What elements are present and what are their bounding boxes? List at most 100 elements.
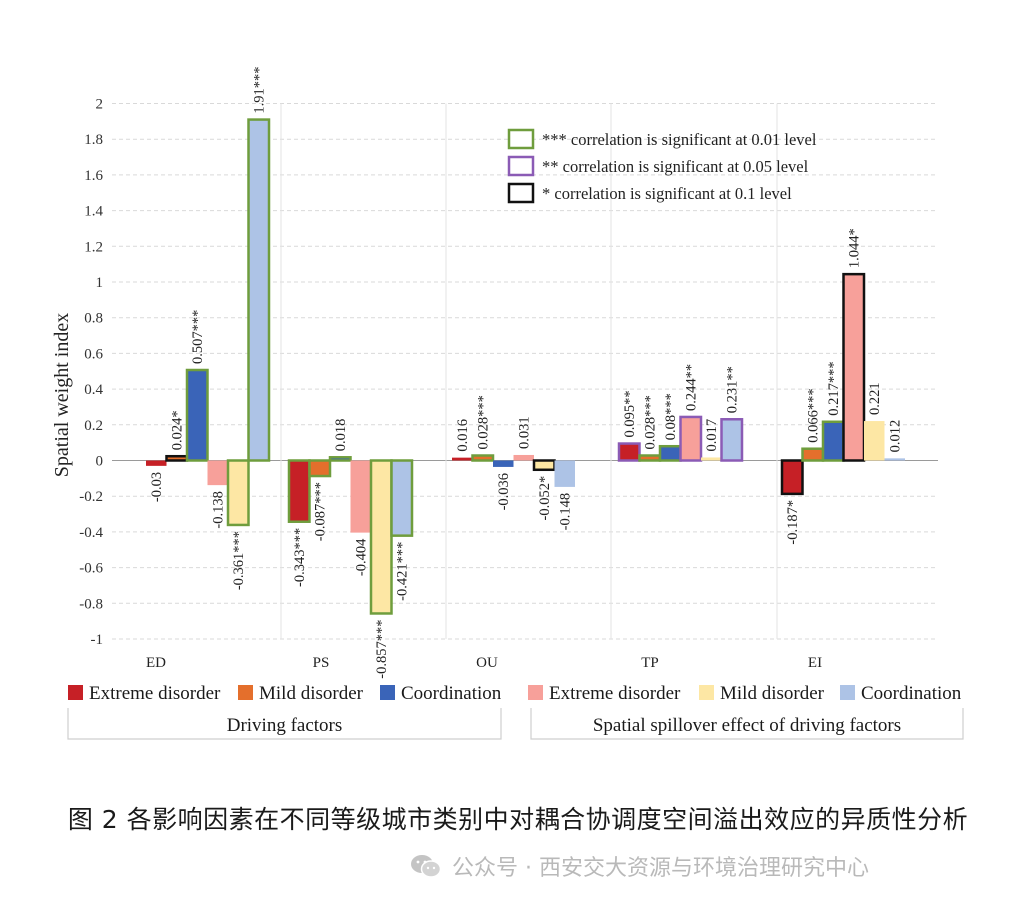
x-tick-label: PS: [313, 655, 330, 671]
data-label: 0.231**: [725, 366, 741, 413]
data-label: 1.91***: [252, 66, 268, 113]
data-label: -0.052*: [537, 476, 553, 521]
y-tick-label: 1.8: [84, 132, 103, 148]
bar: [207, 460, 228, 486]
legend-swatch: [840, 685, 855, 700]
data-label: 0.221: [867, 382, 883, 415]
group-brackets: Driving factors Spatial spillover effect …: [67, 708, 964, 740]
x-axis-ticks: ED PS OU TP EI: [146, 655, 822, 671]
y-tick-label: 0.6: [84, 346, 103, 362]
bar: [638, 454, 662, 462]
group-bracket: [67, 708, 502, 740]
bar: [226, 459, 250, 527]
bar: [146, 460, 167, 466]
bar-labels: -0.03 -0.343*** 0.016 0.095** -0.187* 0.024* -…: [149, 66, 904, 678]
data-label: -0.404: [354, 538, 370, 576]
bar: [679, 415, 703, 462]
bar: [328, 456, 352, 462]
bar: [369, 459, 393, 615]
legend-label: Coordination: [401, 683, 502, 704]
data-label: -0.087***: [313, 482, 329, 541]
y-tick-label: -0.6: [79, 561, 103, 577]
bar: [554, 460, 575, 487]
bar: [701, 457, 722, 461]
significance-legend-text: *** correlation is significant at 0.01 l…: [542, 130, 817, 149]
y-tick-label: 1.4: [84, 204, 103, 220]
data-label: -0.138: [211, 491, 227, 528]
bars: [146, 118, 905, 615]
bar: [165, 454, 189, 462]
chart: -1 -0.8 -0.6 -0.4 -0.2 0 0.2 0.4 0.6 0.8 1 1.2 1.4 1.…: [51, 66, 964, 740]
x-tick-label: TP: [641, 655, 659, 671]
y-tick-label: 1.6: [84, 168, 103, 184]
data-label: 0.018: [333, 419, 349, 452]
legend-label: Coordination: [861, 683, 962, 704]
bar: [350, 460, 371, 533]
bar: [287, 459, 311, 523]
y-tick-label: 0.2: [84, 418, 103, 434]
bar: [884, 458, 905, 461]
data-label: 0.08***: [663, 393, 679, 440]
bar: [532, 459, 556, 472]
y-tick-label: 0.8: [84, 311, 103, 327]
watermark: 公众号 · 西安交大资源与环境治理研究中心: [410, 850, 869, 882]
bar: [513, 454, 534, 461]
legend-label: Mild disorder: [720, 683, 825, 704]
bar: [247, 118, 271, 462]
data-label: -0.148: [558, 493, 574, 530]
bar: [658, 444, 682, 462]
data-label: 0.017: [704, 419, 720, 452]
y-tick-label: -0.2: [79, 489, 103, 505]
data-label: 0.066***: [806, 388, 822, 442]
legend-swatch: [380, 685, 395, 700]
bar: [842, 272, 866, 462]
legend-swatch: [238, 685, 253, 700]
y-tick-label: 1: [96, 275, 104, 291]
bar: [308, 459, 332, 478]
y-axis: -1 -0.8 -0.6 -0.4 -0.2 0 0.2 0.4 0.6 0.8 1 1.2 1.4 1.…: [79, 97, 103, 649]
significance-legend: *** correlation is significant at 0.01 l…: [507, 128, 817, 204]
wechat-icon: [411, 855, 442, 878]
x-tick-label: EI: [808, 655, 822, 671]
significance-swatch: [507, 128, 535, 150]
group-label: Driving factors: [227, 715, 343, 736]
group-bracket: [530, 708, 964, 740]
figure-caption: 图 2 各影响因素在不同等级城市类别中对耦合协调度空间溢出效应的异质性分析: [67, 805, 969, 834]
data-label: -0.421***: [395, 542, 411, 601]
y-tick-label: -1: [91, 632, 104, 648]
bar: [780, 459, 804, 496]
bar: [617, 442, 641, 462]
bar: [720, 418, 744, 462]
bar: [390, 459, 414, 537]
legend-label: Mild disorder: [259, 683, 364, 704]
bar: [801, 447, 825, 462]
data-label: 0.244**: [684, 364, 700, 411]
data-label: 0.024*: [170, 410, 186, 450]
y-tick-label: 1.2: [84, 239, 103, 255]
significance-legend-text: ** correlation is significant at 0.05 le…: [542, 157, 809, 176]
legend-swatch: [528, 685, 543, 700]
bar: [185, 368, 209, 462]
data-label: -0.03: [149, 472, 165, 502]
watermark-text: 公众号 · 西安交大资源与环境治理研究中心: [452, 856, 869, 881]
data-label: 0.028***: [476, 395, 492, 449]
data-label: 0.012: [888, 420, 904, 453]
data-label: -0.036: [496, 473, 512, 510]
data-label: 1.044*: [847, 228, 863, 268]
bar: [471, 454, 495, 462]
data-label: -0.361***: [231, 531, 247, 590]
significance-legend-text: * correlation is significant at 0.1 leve…: [542, 184, 792, 203]
y-tick-label: 0: [96, 454, 104, 470]
y-tick-label: 2: [96, 97, 104, 113]
y-tick-label: 0.4: [84, 382, 103, 398]
data-label: -0.343***: [292, 528, 308, 587]
data-label: 0.016: [455, 419, 471, 452]
data-label: 0.217***: [826, 361, 842, 415]
bar: [864, 421, 885, 461]
legend-swatch: [68, 685, 83, 700]
x-tick-label: ED: [146, 655, 166, 671]
series-legend: Extreme disorder Mild disorder Coordinatio…: [68, 683, 962, 704]
group-label: Spatial spillover effect of driving fact…: [593, 715, 901, 736]
data-label: 0.095**: [622, 390, 638, 437]
data-label: -0.857***: [374, 619, 390, 678]
